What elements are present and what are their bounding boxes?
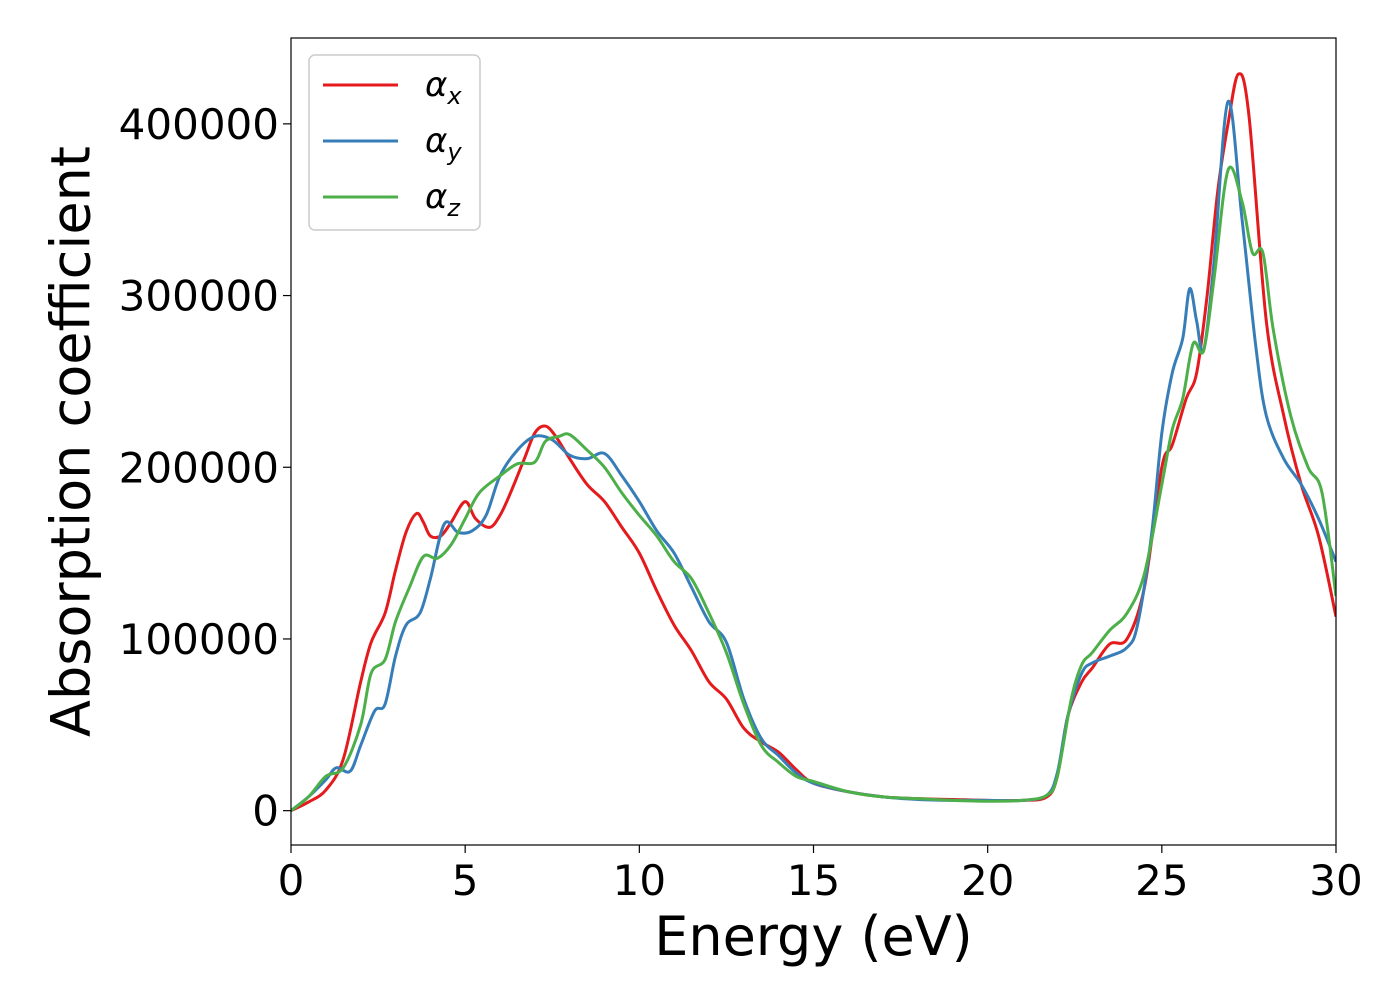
legend: αx αy αz	[308, 54, 481, 231]
series-layer	[291, 72, 1336, 813]
y-axis-label: Absorption coefficient	[40, 146, 103, 737]
x-axis-label: Energy (eV)	[654, 905, 973, 968]
series-line-z	[291, 165, 1336, 812]
series-line-y	[291, 100, 1336, 812]
y-axis: 0 100000 200000 300000 400000	[119, 100, 291, 836]
y-tick-label: 0	[252, 787, 279, 836]
y-tick-label: 300000	[119, 272, 279, 321]
y-tick-label: 400000	[119, 100, 279, 149]
x-axis: 0 5 10 15 20 25 30	[278, 845, 1363, 905]
y-tick-label: 100000	[119, 615, 279, 664]
legend-label-y: αy	[425, 121, 462, 166]
legend-label-z: αz	[425, 177, 461, 222]
x-tick-label: 15	[787, 856, 840, 905]
legend-label-x: αx	[425, 65, 462, 110]
x-tick-label: 20	[961, 856, 1014, 905]
x-tick-label: 30	[1309, 856, 1362, 905]
x-tick-label: 0	[278, 856, 305, 905]
y-tick-label: 200000	[119, 443, 279, 492]
x-tick-label: 25	[1135, 856, 1188, 905]
x-tick-label: 10	[613, 856, 666, 905]
x-tick-label: 5	[452, 856, 479, 905]
